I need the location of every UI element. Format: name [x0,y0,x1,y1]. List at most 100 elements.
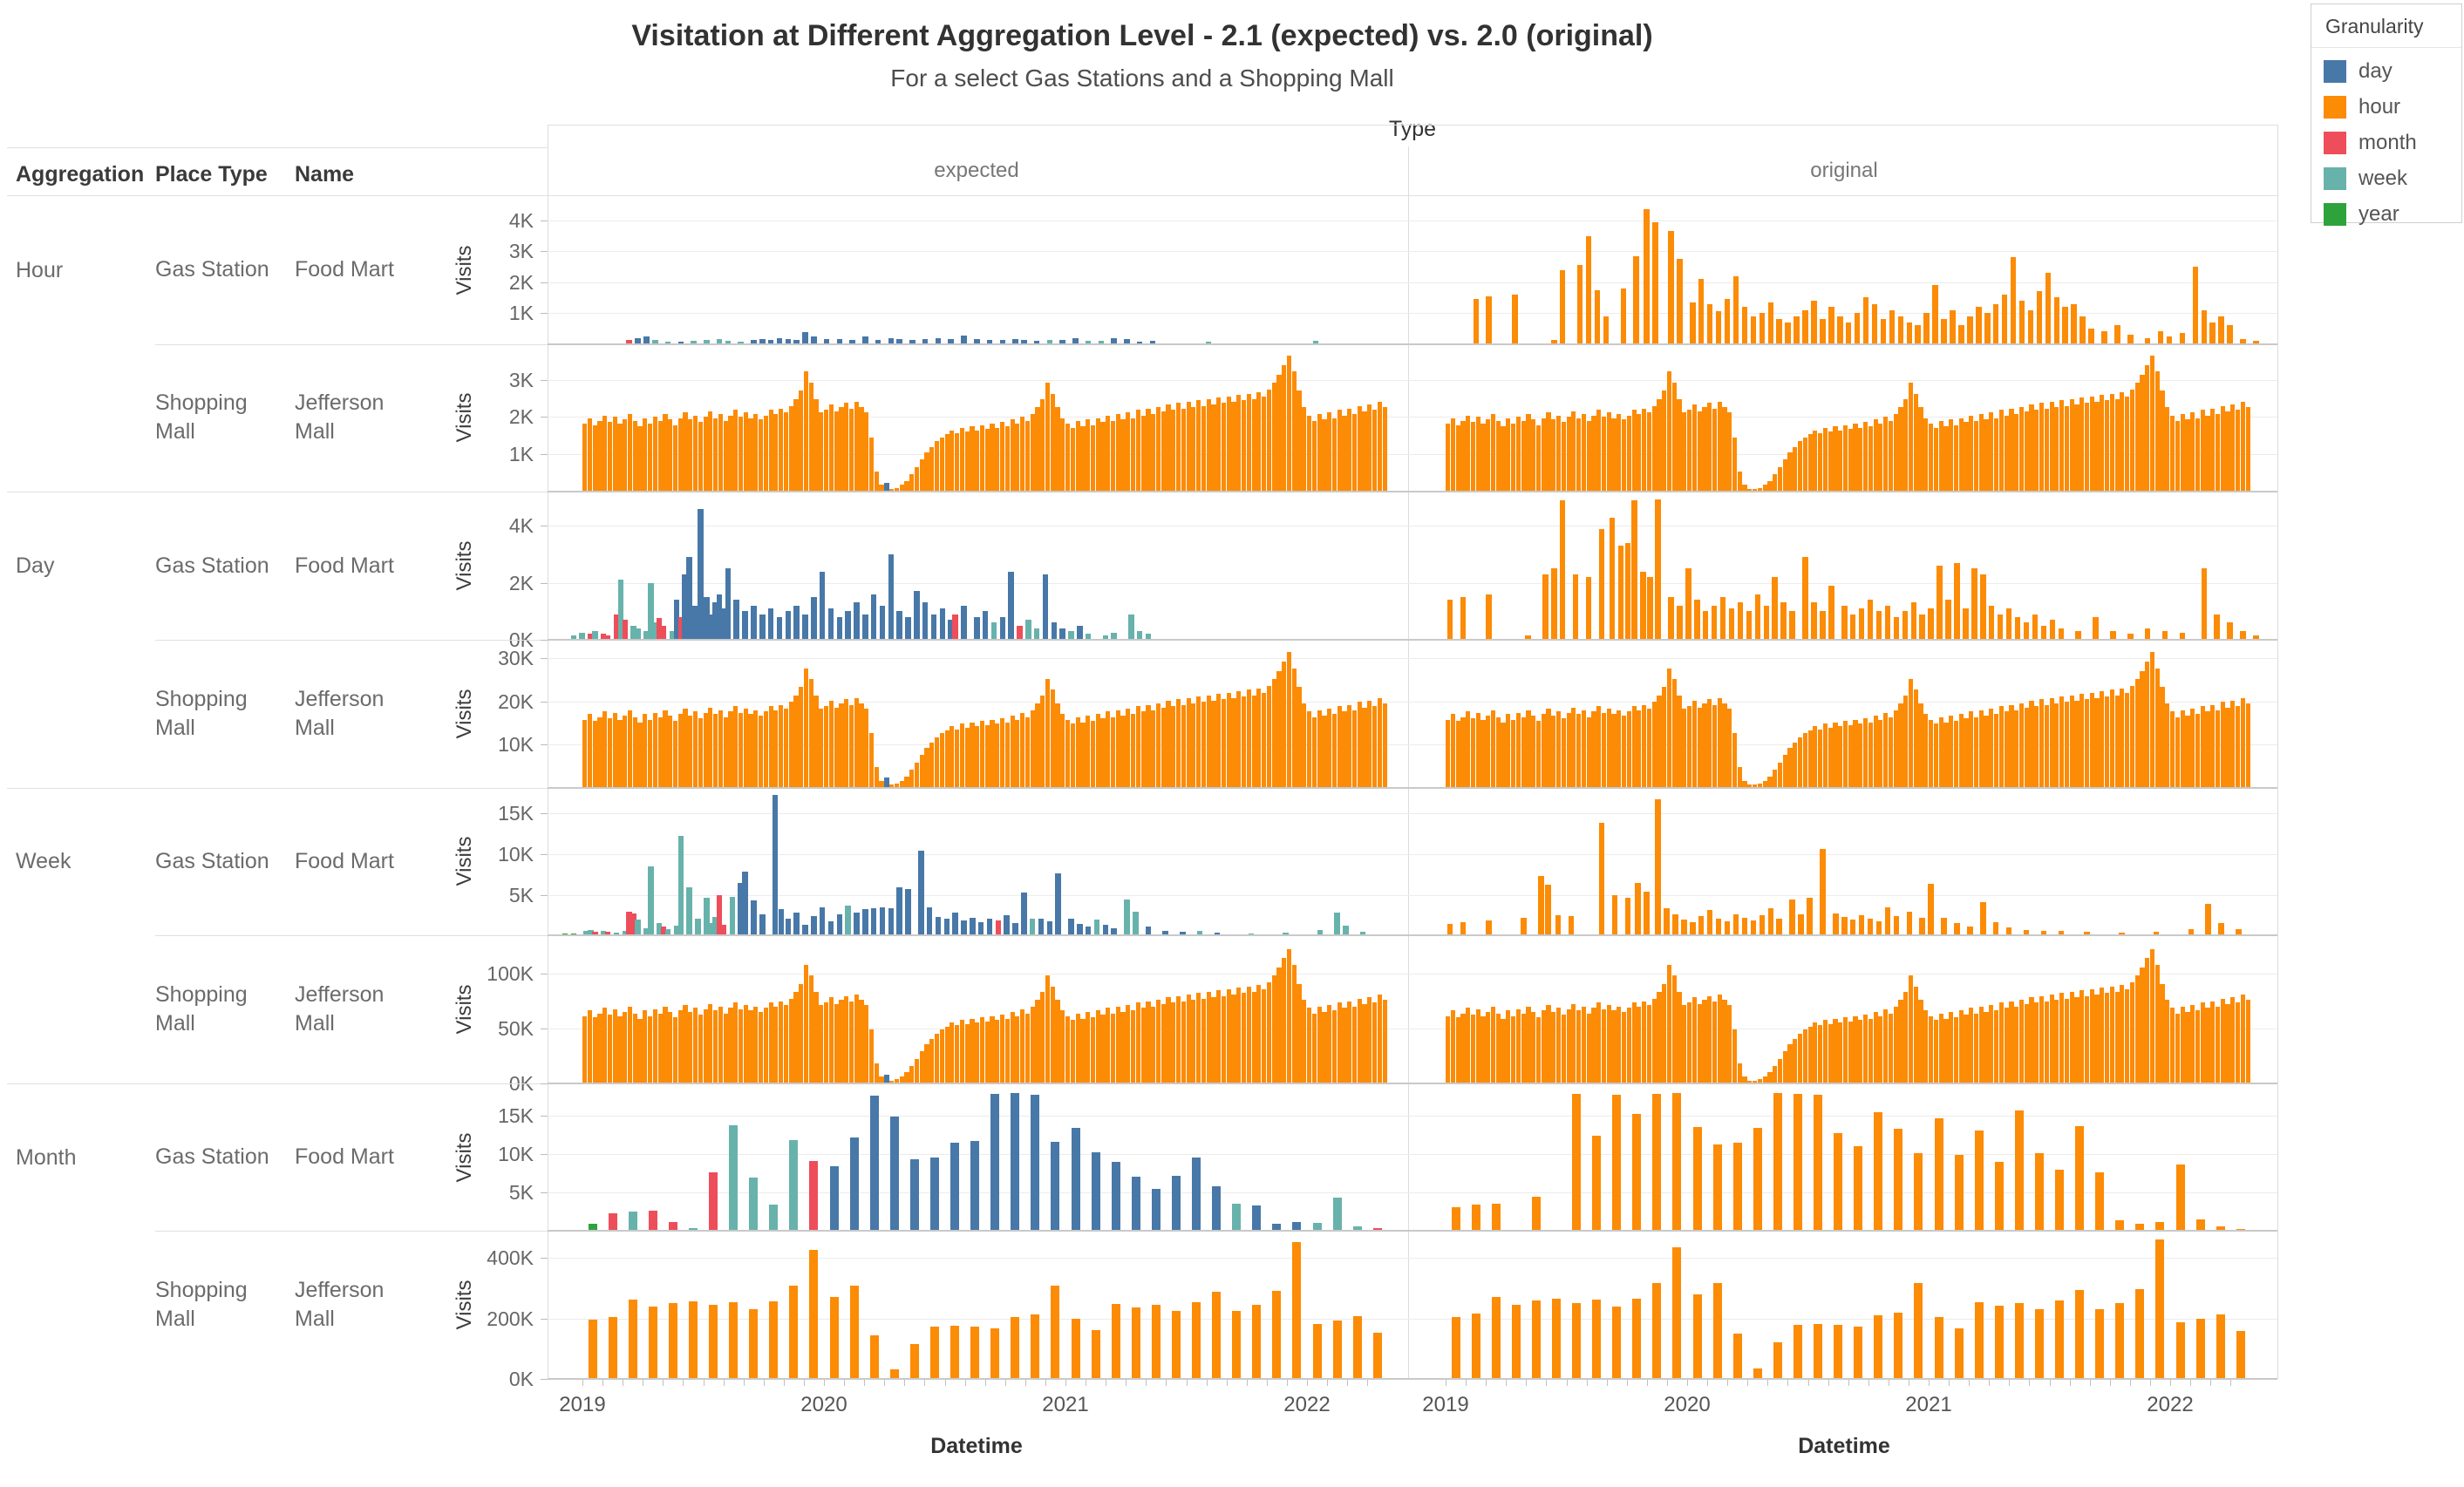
bar-hour[interactable] [924,748,929,788]
bar-day[interactable] [1145,926,1152,936]
bar-hour[interactable] [1837,316,1843,344]
bar-hour[interactable] [2115,1220,2125,1232]
bar-hour[interactable] [1666,371,1672,492]
bar-hour[interactable] [995,1020,1000,1083]
bar-hour[interactable] [1617,1006,1622,1083]
bar-hour[interactable] [1181,704,1186,788]
bar-hour[interactable] [1266,389,1272,492]
bar-hour[interactable] [1712,1001,1718,1083]
bar-hour[interactable] [1652,1093,1662,1232]
bar-hour[interactable] [1691,404,1697,492]
bar-hour[interactable] [783,709,789,788]
bar-hour[interactable] [1045,382,1051,492]
bar-hour[interactable] [1131,418,1136,492]
bar-week[interactable] [1068,631,1074,640]
bar-hour[interactable] [1969,1008,1974,1083]
bar-day[interactable] [1151,1188,1161,1232]
bar-hour[interactable] [2230,404,2236,492]
bar-hour[interactable] [1331,714,1338,788]
bar-hour[interactable] [1251,398,1256,492]
bar-hour[interactable] [919,1050,924,1083]
bar-hour[interactable] [1196,696,1201,788]
bar-week[interactable] [1248,933,1255,936]
bar-hour[interactable] [587,714,592,788]
bar-day[interactable] [1021,892,1027,936]
bar-hour[interactable] [643,1010,648,1083]
bar-hour[interactable] [1644,891,1650,936]
bar-hour[interactable] [990,423,995,492]
bar-hour[interactable] [1262,692,1267,788]
bar-hour[interactable] [1772,577,1778,640]
bar-hour[interactable] [1535,721,1542,788]
bar-hour[interactable] [1858,914,1865,936]
bar-hour[interactable] [2157,331,2164,344]
bar-hour[interactable] [899,1076,904,1083]
bar-hour[interactable] [1347,704,1352,788]
bar-hour[interactable] [1929,423,1934,492]
legend-item-year[interactable]: year [2324,202,2461,227]
bar-hour[interactable] [1958,714,1964,788]
bar-hour[interactable] [1657,695,1662,788]
bar-hour[interactable] [813,695,819,788]
bar-hour[interactable] [2049,994,2054,1083]
bar-day[interactable] [888,554,895,640]
bar-hour[interactable] [587,1010,592,1083]
bar-week[interactable] [725,341,732,344]
bar-day[interactable] [974,616,980,640]
bar-hour[interactable] [1331,1010,1338,1083]
bar-hour[interactable] [1292,1242,1302,1379]
bar-hour[interactable] [1075,420,1080,492]
bar-hour[interactable] [1475,417,1480,492]
bar-hour[interactable] [799,983,804,1083]
bar-hour[interactable] [904,777,909,788]
bar-hour[interactable] [2192,267,2199,344]
bar-hour[interactable] [889,1080,895,1083]
bar-hour[interactable] [2253,341,2259,344]
bar-hour[interactable] [2210,704,2216,788]
bar-month[interactable] [648,1210,657,1232]
bar-day[interactable] [725,568,732,640]
bar-hour[interactable] [1878,1015,1883,1083]
bar-hour[interactable] [1773,1065,1778,1083]
bar-hour[interactable] [1050,986,1055,1083]
bar-hour[interactable] [1994,1010,1999,1083]
bar-hour[interactable] [1906,322,1913,344]
bar-day[interactable] [854,913,860,936]
bar-hour[interactable] [607,1015,613,1083]
bar-week[interactable] [648,866,654,936]
bar-hour[interactable] [1802,437,1807,492]
bar-month[interactable] [626,340,632,344]
bar-week[interactable] [669,631,676,640]
bar-day[interactable] [982,611,989,640]
bar-hour[interactable] [1732,1029,1738,1083]
bar-hour[interactable] [995,427,1000,492]
bar-hour[interactable] [1475,712,1480,788]
bar-hour[interactable] [743,709,748,788]
bar-hour[interactable] [2190,412,2195,492]
bar-hour[interactable] [1276,374,1282,492]
bar-hour[interactable] [2100,691,2105,788]
bar-hour[interactable] [2215,1006,2221,1083]
bar-hour[interactable] [950,1325,960,1379]
bar-week[interactable] [1046,340,1053,344]
bar-week[interactable] [664,341,671,344]
bar-hour[interactable] [1232,1311,1242,1379]
bar-week[interactable] [691,341,697,344]
bar-hour[interactable] [2140,968,2145,1083]
bar-hour[interactable] [713,418,718,492]
bar-hour[interactable] [1455,721,1460,788]
bar-hour[interactable] [703,1008,708,1083]
bar-hour[interactable] [1727,709,1732,788]
bar-week[interactable] [579,632,585,640]
bar-hour[interactable] [1106,415,1111,492]
bar-hour[interactable] [1717,994,1722,1083]
bar-hour[interactable] [1501,1018,1506,1083]
bar-hour[interactable] [1337,1002,1342,1083]
bar-hour[interactable] [1651,702,1657,788]
bar-hour[interactable] [709,1304,718,1379]
bar-hour[interactable] [2062,307,2068,344]
bar-hour[interactable] [1297,390,1302,492]
bar-hour[interactable] [1526,710,1531,788]
bar-hour[interactable] [1282,364,1287,492]
bar-hour[interactable] [1541,714,1546,788]
